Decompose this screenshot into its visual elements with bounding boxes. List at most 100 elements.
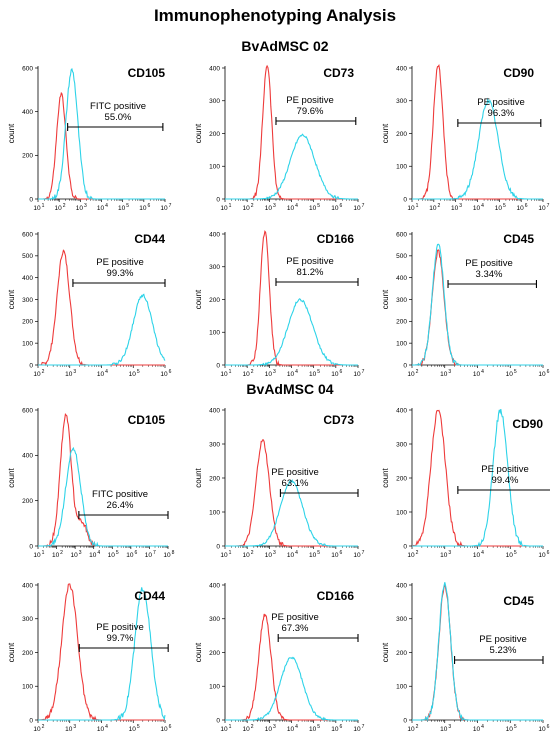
x-tick-label: 10 (71, 552, 79, 559)
x-tick-label: 10 (243, 726, 251, 733)
x-tick-label: 10 (495, 205, 503, 212)
x-tick-label: 10 (118, 205, 126, 212)
marker-title: CD44 (134, 232, 165, 246)
x-tick-exponent: 5 (503, 203, 506, 209)
y-tick-label: 100 (396, 340, 407, 347)
x-tick-label: 10 (97, 726, 105, 733)
x-tick-label: 10 (331, 205, 339, 212)
y-axis-label: count (194, 642, 203, 662)
y-tick-label: 200 (209, 131, 220, 138)
x-tick-exponent: 5 (317, 550, 320, 556)
x-tick-label: 10 (451, 205, 459, 212)
x-tick-exponent: 3 (448, 724, 451, 730)
x-tick-label: 10 (538, 371, 546, 378)
x-tick-exponent: 3 (448, 369, 451, 375)
x-tick-exponent: 5 (126, 203, 129, 209)
x-tick-label: 10 (473, 726, 481, 733)
marker-title: CD73 (323, 413, 354, 427)
gate-percentage: 63.1% (282, 478, 309, 489)
x-tick-label: 10 (473, 371, 481, 378)
y-tick-label: 300 (209, 264, 220, 271)
x-tick-label: 10 (89, 552, 97, 559)
y-tick-label: 0 (403, 362, 407, 369)
y-tick-label: 400 (22, 582, 33, 589)
x-tick-exponent: 4 (295, 203, 298, 209)
x-tick-exponent: 4 (105, 203, 108, 209)
y-tick-label: 300 (396, 297, 407, 304)
x-tick-exponent: 2 (60, 550, 63, 556)
control-histogram (37, 583, 165, 723)
y-axis-label: count (194, 123, 203, 143)
x-tick-exponent: 2 (42, 724, 45, 730)
x-tick-exponent: 3 (273, 369, 276, 375)
y-axis-label: count (381, 289, 390, 309)
x-tick-exponent: 6 (134, 550, 137, 556)
gate-percentage: 55.0% (105, 112, 132, 123)
x-tick-exponent: 3 (73, 369, 76, 375)
x-tick-exponent: 5 (514, 724, 517, 730)
y-tick-label: 200 (209, 650, 220, 657)
x-tick-label: 10 (33, 726, 41, 733)
x-tick-label: 10 (243, 552, 251, 559)
y-tick-label: 0 (216, 543, 220, 550)
x-tick-exponent: 6 (147, 203, 150, 209)
control-histogram (225, 64, 358, 200)
x-tick-exponent: 1 (229, 724, 232, 730)
x-tick-exponent: 7 (547, 203, 550, 209)
x-tick-label: 10 (287, 205, 295, 212)
gate-label: PE positive (286, 95, 334, 106)
y-tick-label: 0 (29, 543, 33, 550)
gate-percentage: 26.4% (107, 500, 134, 511)
x-tick-exponent: 6 (547, 550, 550, 556)
marker-title: CD73 (323, 66, 354, 80)
y-tick-label: 400 (22, 275, 33, 282)
x-tick-label: 10 (160, 726, 168, 733)
y-tick-label: 200 (396, 319, 407, 326)
y-tick-label: 400 (22, 109, 33, 116)
x-tick-label: 10 (33, 371, 41, 378)
y-tick-label: 300 (396, 98, 407, 105)
x-tick-exponent: 5 (116, 550, 119, 556)
marker-title: CD90 (503, 66, 534, 80)
y-axis-label: count (381, 642, 390, 662)
y-tick-label: 100 (396, 684, 407, 691)
x-tick-exponent: 1 (229, 369, 232, 375)
y-tick-label: 200 (209, 297, 220, 304)
x-tick-label: 10 (353, 371, 361, 378)
x-tick-label: 10 (55, 205, 63, 212)
y-tick-label: 600 (22, 407, 33, 414)
x-tick-exponent: 1 (229, 203, 232, 209)
x-tick-exponent: 4 (295, 369, 298, 375)
x-tick-exponent: 2 (42, 369, 45, 375)
y-tick-label: 600 (22, 65, 33, 72)
stained-histogram (412, 243, 543, 366)
x-tick-label: 10 (65, 726, 73, 733)
stained-histogram (412, 97, 543, 200)
x-tick-label: 10 (538, 552, 546, 559)
x-tick-label: 10 (287, 371, 295, 378)
x-tick-exponent: 2 (416, 724, 419, 730)
x-tick-label: 10 (243, 205, 251, 212)
gate-percentage: 81.2% (297, 267, 324, 278)
x-tick-label: 10 (265, 726, 273, 733)
x-tick-exponent: 5 (137, 369, 140, 375)
x-tick-exponent: 2 (416, 369, 419, 375)
x-tick-exponent: 7 (362, 369, 365, 375)
x-tick-exponent: 7 (362, 550, 365, 556)
y-tick-label: 200 (396, 475, 407, 482)
x-tick-exponent: 5 (514, 369, 517, 375)
x-tick-label: 10 (97, 371, 105, 378)
x-tick-label: 10 (65, 371, 73, 378)
stained-histogram (38, 293, 166, 366)
gate-label: PE positive (479, 634, 527, 645)
x-tick-label: 10 (407, 371, 415, 378)
y-tick-label: 100 (396, 164, 407, 171)
x-tick-exponent: 3 (273, 550, 276, 556)
y-axis-label: count (7, 467, 16, 487)
stained-histogram (225, 133, 358, 200)
